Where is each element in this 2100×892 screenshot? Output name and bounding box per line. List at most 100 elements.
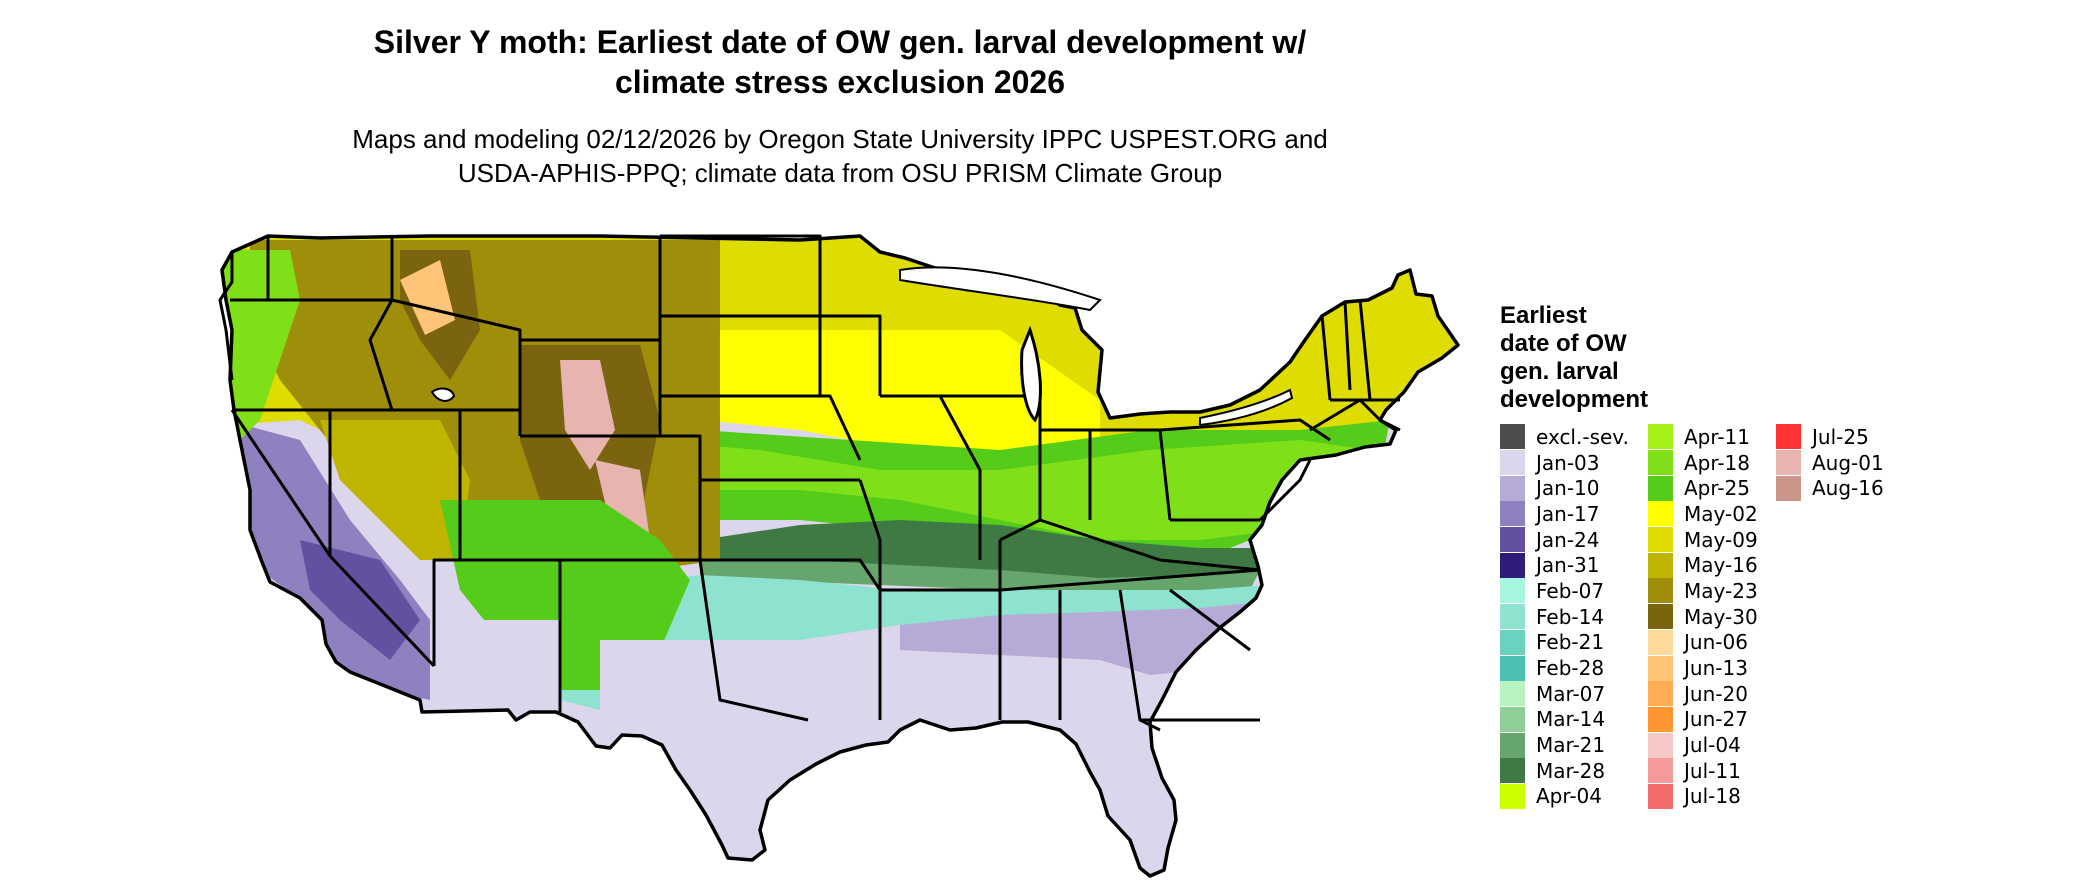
legend-swatch (1500, 501, 1525, 527)
legend-swatch (1648, 681, 1673, 707)
legend-swatch (1648, 552, 1673, 578)
legend-item: Mar-14 (1500, 706, 1629, 733)
zone-arizona-base (440, 620, 560, 712)
legend-swatch (1500, 527, 1525, 553)
legend-label: Jun-27 (1684, 707, 1748, 732)
lake-michigan (1020, 325, 1042, 423)
zone-texas-base (600, 640, 900, 850)
legend-swatch (1776, 475, 1801, 501)
legend-item: Apr-25 (1648, 475, 1758, 501)
zone-california-desert (300, 540, 420, 660)
state-borders (218, 234, 1401, 732)
legend-swatch (1648, 424, 1673, 450)
legend-item: Feb-07 (1500, 578, 1629, 604)
legend-item: Apr-04 (1500, 783, 1629, 810)
zone-southeast (900, 600, 1280, 675)
legend-item: Jun-27 (1648, 706, 1758, 733)
legend-item: Jan-03 (1500, 450, 1629, 476)
legend-item: Aug-01 (1776, 450, 1884, 476)
legend-item: excl.-sev. (1500, 424, 1629, 450)
legend-item: Jan-24 (1500, 527, 1629, 553)
legend-label: Mar-28 (1536, 758, 1606, 783)
legend-item: Jul-11 (1648, 758, 1758, 784)
legend-label: Mar-21 (1536, 733, 1606, 758)
legend-label: Mar-07 (1536, 681, 1606, 706)
zone-high-peaks-2 (595, 460, 650, 545)
legend-title-line: Earliest (1500, 302, 1587, 329)
us-phenology-map (218, 234, 1460, 878)
legend-swatch (1500, 655, 1525, 681)
legend-label: Jan-03 (1536, 450, 1600, 475)
legend-item: Jan-10 (1500, 475, 1629, 501)
zone-mid-south-light (700, 560, 1260, 590)
legend-title: Earliest date of OW gen. larval developm… (1500, 302, 1700, 414)
legend-swatch (1648, 501, 1673, 527)
legend-label: May-30 (1684, 604, 1758, 629)
legend-title-line: gen. larval (1500, 358, 1619, 385)
legend-swatch (1500, 758, 1525, 784)
legend-label: excl.-sev. (1536, 424, 1629, 449)
zone-pacific-coast (222, 250, 300, 440)
legend-item: Jun-06 (1648, 629, 1758, 656)
legend-swatch (1648, 732, 1673, 758)
zone-high-peaks-3 (400, 260, 455, 335)
map-fill-zones (222, 236, 1458, 876)
lake-erie (1199, 388, 1294, 427)
zone-plains (640, 330, 1100, 460)
legend-swatch (1648, 758, 1673, 784)
legend-swatch (1500, 732, 1525, 758)
legend-column-3: Jul-25 Aug-01 Aug-16 (1776, 424, 1884, 501)
legend-label: Feb-21 (1536, 630, 1605, 655)
legend-label: Jan-17 (1536, 501, 1600, 526)
legend-label: Jun-20 (1684, 681, 1748, 706)
legend-swatch (1500, 424, 1525, 450)
legend-item: Mar-07 (1500, 681, 1629, 707)
legend-item: Jan-31 (1500, 552, 1629, 578)
legend-label: Aug-16 (1812, 476, 1884, 501)
legend-label: Jun-06 (1684, 630, 1748, 655)
legend-title-line: development (1500, 386, 1649, 413)
legend-swatch (1500, 604, 1525, 630)
legend-item: May-30 (1648, 604, 1758, 630)
legend-swatch (1500, 629, 1525, 655)
legend-item: Feb-21 (1500, 629, 1629, 656)
legend-label: Feb-14 (1536, 604, 1605, 629)
legend-label: Apr-18 (1684, 450, 1750, 475)
legend-label: Apr-25 (1684, 476, 1750, 501)
legend-swatch (1776, 424, 1801, 450)
legend-item: May-23 (1648, 578, 1758, 604)
legend-swatch (1648, 527, 1673, 553)
legend-label: Feb-28 (1536, 656, 1605, 681)
legend-item: Jun-20 (1648, 681, 1758, 707)
subtitle-line-1: Maps and modeling 02/12/2026 by Oregon S… (352, 124, 1328, 154)
legend-item: May-02 (1648, 501, 1758, 527)
legend-label: Jan-24 (1536, 527, 1600, 552)
legend-swatch (1500, 578, 1525, 604)
legend-label: Jul-25 (1812, 424, 1869, 449)
legend-item: Jun-13 (1648, 655, 1758, 681)
legend-item: Jul-04 (1648, 732, 1758, 758)
legend-item: Apr-11 (1648, 424, 1758, 450)
legend-swatch (1648, 450, 1673, 476)
map-subtitle: Maps and modeling 02/12/2026 by Oregon S… (300, 122, 1380, 190)
subtitle-line-2: USDA-APHIS-PPQ; climate data from OSU PR… (457, 158, 1223, 188)
legend-label: Apr-11 (1684, 424, 1750, 449)
legend-item: Feb-28 (1500, 655, 1629, 681)
legend-swatch (1500, 475, 1525, 501)
legend-item: May-16 (1648, 552, 1758, 578)
legend-swatch (1500, 450, 1525, 476)
legend-label: Mar-14 (1536, 707, 1606, 732)
great-salt-lake (430, 387, 456, 402)
legend-item: Apr-18 (1648, 450, 1758, 476)
legend-item: Jul-18 (1648, 783, 1758, 810)
legend-label: Jul-04 (1684, 733, 1741, 758)
legend-label: Jan-10 (1536, 476, 1600, 501)
legend-column-1: excl.-sev. Jan-03 Jan-10 Jan-17 Jan-24 Jan-31… (1500, 424, 1629, 809)
zone-gulf (560, 575, 1270, 710)
title-line-2: climate stress exclusion 2026 (614, 64, 1066, 100)
legend-item: Mar-28 (1500, 758, 1629, 784)
legend-label: Jul-18 (1684, 784, 1741, 809)
legend-swatch (1648, 783, 1673, 809)
lake-superior (899, 266, 1102, 312)
title-line-1: Silver Y moth: Earliest date of OW gen. … (373, 24, 1307, 60)
